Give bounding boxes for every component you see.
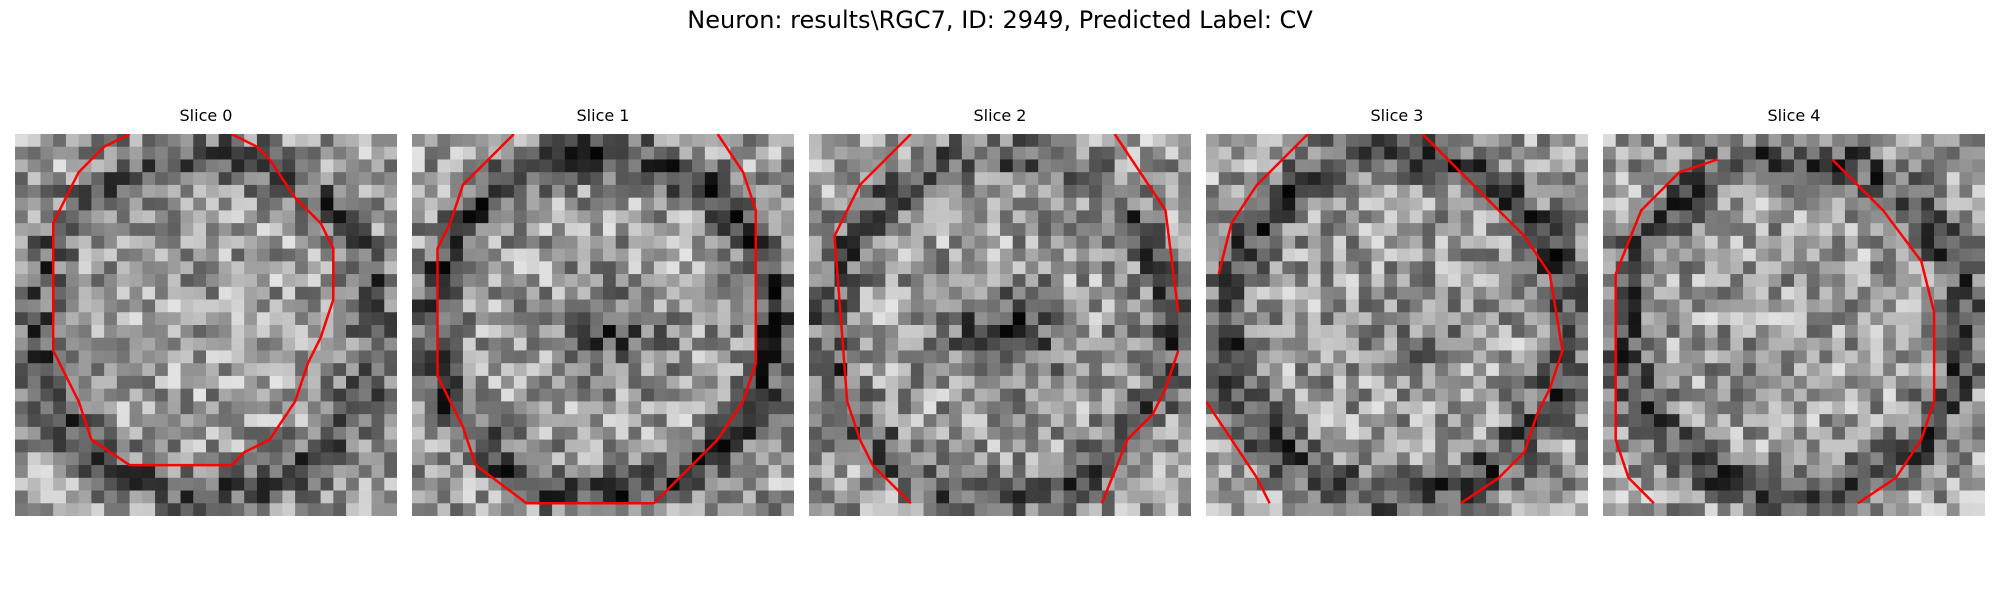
slice-0-raster: [15, 134, 397, 516]
figure-title: Neuron: results\RGC7, ID: 2949, Predicte…: [0, 6, 2000, 34]
slice-image-2: [809, 134, 1191, 516]
pixel-grid: [412, 134, 794, 516]
slice-2-raster: [809, 134, 1191, 516]
slice-title-1: Slice 1: [412, 106, 794, 125]
slice-title-0: Slice 0: [15, 106, 397, 125]
slice-title-4: Slice 4: [1603, 106, 1985, 125]
slice-image-4: [1603, 134, 1985, 516]
slice-panel-2: Slice 2: [809, 108, 1191, 492]
slice-title-3: Slice 3: [1206, 106, 1588, 125]
slice-panel-3: Slice 3: [1206, 108, 1588, 492]
slice-3-raster: [1206, 134, 1588, 516]
slice-panel-1: Slice 1: [412, 108, 794, 492]
pixel-grid: [1206, 134, 1588, 516]
slice-1-raster: [412, 134, 794, 516]
slice-image-0: [15, 134, 397, 516]
slice-panel-4: Slice 4: [1603, 108, 1985, 492]
slice-image-1: [412, 134, 794, 516]
slice-panel-0: Slice 0: [15, 108, 397, 492]
pixel-grid: [15, 134, 397, 516]
slice-title-2: Slice 2: [809, 106, 1191, 125]
pixel-grid: [809, 134, 1191, 516]
slice-4-raster: [1603, 134, 1985, 516]
slice-image-3: [1206, 134, 1588, 516]
